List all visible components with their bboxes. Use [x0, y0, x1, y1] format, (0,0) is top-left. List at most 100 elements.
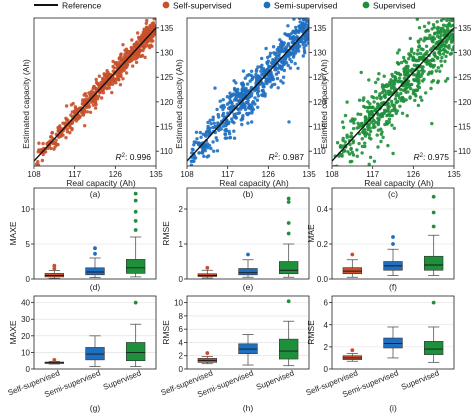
outlier-point: [286, 221, 291, 225]
scatter-point: [294, 48, 298, 53]
scatter-point: [434, 69, 438, 73]
scatter-point: [85, 110, 90, 114]
scatter-point: [304, 43, 308, 47]
scatter-point: [434, 42, 438, 46]
x-tick-label: 108: [180, 170, 194, 179]
scatter-point: [198, 130, 203, 135]
scatter-point: [306, 18, 309, 19]
scatter-point: [394, 93, 398, 98]
y-tick-label: 2: [324, 343, 329, 352]
scatter-point: [116, 63, 121, 68]
scatter-point: [416, 84, 420, 88]
scatter-point: [225, 95, 230, 99]
scatter-point: [451, 37, 454, 41]
box-body: [238, 268, 258, 276]
scatter-point: [83, 92, 88, 96]
scatter-point: [418, 51, 423, 56]
scatter-point: [260, 56, 264, 61]
scatter-point: [445, 10, 448, 13]
scatter-point: [433, 37, 437, 41]
y-axis-label: MAXE: [8, 320, 18, 344]
scatter-point: [204, 143, 208, 147]
scatter-point: [262, 85, 266, 89]
scatter-point: [372, 100, 376, 104]
scatter-point: [131, 64, 135, 68]
scatter-point: [215, 149, 220, 153]
box-body: [424, 255, 444, 271]
x-tick-label: 126: [262, 170, 276, 179]
scatter-point: [199, 135, 203, 139]
scatter-point: [449, 51, 454, 56]
scatter-point: [76, 117, 80, 121]
scatter-point: [64, 136, 68, 140]
plot-frame: [186, 17, 310, 167]
scatter-point: [100, 96, 104, 100]
y-axis-label: Estimated capacity (Ah): [21, 59, 31, 149]
plot-frame: [33, 187, 157, 280]
y-tick-label: 6: [324, 299, 329, 308]
scatter-point: [221, 107, 225, 112]
scatter-point: [384, 92, 388, 96]
scatter-point: [57, 128, 61, 132]
scatter-point: [390, 108, 394, 113]
scatter-point: [192, 143, 196, 147]
scatter-point: [277, 64, 282, 68]
scatter-point: [240, 88, 244, 93]
scatter-point: [371, 125, 376, 130]
scatter-points: [189, 11, 310, 166]
outlier-point: [286, 299, 291, 304]
scatter-point: [439, 63, 444, 68]
scatter-point: [83, 124, 87, 128]
scatter-point: [343, 113, 348, 118]
scatter-point: [215, 107, 219, 112]
box-body: [279, 338, 299, 360]
scatter-point: [444, 54, 448, 59]
scatter-point: [240, 116, 245, 120]
y-tick-label: 1: [179, 240, 184, 249]
scatter-point: [121, 77, 125, 81]
scatter-point: [297, 18, 302, 21]
scatter-point: [307, 11, 310, 14]
outlier-point: [350, 252, 355, 257]
scatter-point: [359, 112, 363, 117]
scatter-point: [145, 18, 149, 23]
y-tick-label: 125: [160, 73, 174, 82]
panel-label: (c): [388, 189, 398, 199]
scatter-point: [414, 59, 419, 63]
scatter-point: [88, 110, 93, 115]
scatter-point: [341, 136, 345, 141]
scatter-point: [438, 12, 441, 15]
panel-label: (b): [243, 189, 254, 199]
scatter-point: [444, 79, 448, 83]
scatter-point: [399, 60, 404, 65]
panel-label: (d): [90, 282, 101, 292]
scatter-point: [369, 112, 374, 117]
scatter-point: [275, 76, 280, 81]
scatter-point: [138, 54, 142, 59]
scatter-point: [277, 53, 281, 58]
scatter-point: [372, 159, 377, 163]
x-category-label: Supervised: [400, 369, 440, 392]
outlier-point: [391, 235, 395, 239]
scatter-point: [442, 29, 447, 33]
scatter-point: [404, 98, 408, 102]
scatter-point: [279, 12, 282, 15]
scatter-point: [111, 64, 115, 69]
scatter-point: [379, 95, 383, 100]
scatter-point: [380, 130, 384, 134]
scatter-point: [215, 138, 219, 142]
scatter-point: [350, 170, 353, 173]
scatter-point: [191, 148, 195, 152]
scatter-point: [374, 80, 378, 85]
scatter-point: [279, 59, 283, 64]
scatter-point: [402, 55, 406, 60]
scatter-point: [351, 141, 355, 145]
scatter-point: [114, 81, 118, 85]
scatter-point: [353, 117, 357, 122]
scatter-point: [391, 74, 395, 79]
scatter-point: [376, 145, 380, 149]
box-semi: [85, 246, 105, 279]
scatter-point: [221, 103, 226, 108]
scatter-point: [268, 51, 273, 55]
y-tick-label: 0: [26, 275, 31, 284]
